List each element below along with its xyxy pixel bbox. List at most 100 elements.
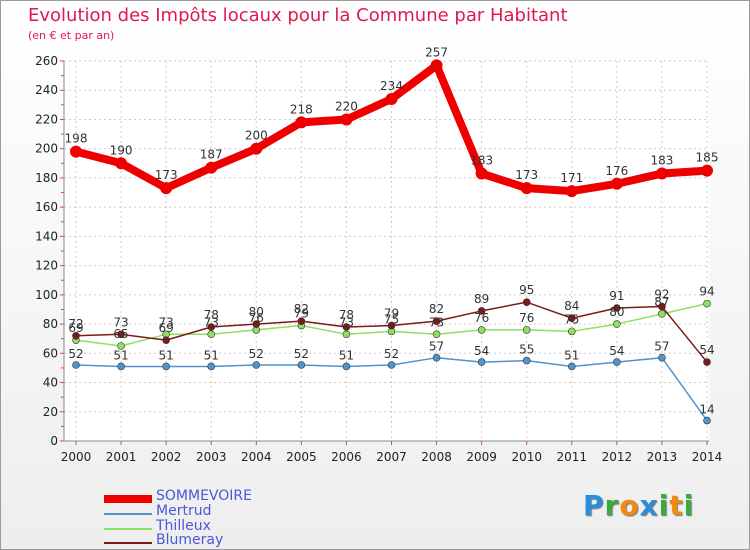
data-point-sommevoire <box>205 161 218 174</box>
data-label-sommevoire: 185 <box>696 151 719 165</box>
data-label-mertrud: 54 <box>474 344 489 358</box>
data-label-blumeray: 72 <box>68 317 83 331</box>
y-tick-label: 40 <box>43 376 58 390</box>
data-label-mertrud: 51 <box>339 348 354 362</box>
y-tick-label: 80 <box>43 317 58 331</box>
chart-subtitle: (en € et par an) <box>28 29 115 42</box>
x-tick-label: 2000 <box>61 450 92 464</box>
legend-label-mertrud: Mertrud <box>156 503 212 519</box>
data-point-thilleux <box>207 330 216 339</box>
y-tick-label: 100 <box>35 288 58 302</box>
data-point-mertrud <box>342 362 351 371</box>
data-label-mertrud: 51 <box>113 348 128 362</box>
data-label-mertrud: 51 <box>159 348 174 362</box>
data-label-thilleux: 73 <box>339 315 354 329</box>
legend-label-thilleux: Thilleux <box>156 518 211 534</box>
data-point-mertrud <box>613 358 621 366</box>
data-point-blumeray <box>342 323 351 331</box>
data-point-blumeray <box>72 331 80 340</box>
x-tick-label: 2006 <box>331 450 362 464</box>
data-label-blumeray: 73 <box>113 315 128 329</box>
data-label-mertrud: 52 <box>249 347 264 361</box>
x-tick-label: 2008 <box>421 450 452 464</box>
data-label-thilleux: 79 <box>294 307 309 321</box>
x-tick-label: 2004 <box>241 450 272 464</box>
data-point-thilleux <box>477 326 486 334</box>
data-label-blumeray: 79 <box>384 307 399 321</box>
data-label-mertrud: 51 <box>204 348 219 362</box>
y-tick-label: 20 <box>43 405 58 419</box>
data-label-thilleux: 73 <box>159 315 174 329</box>
data-label-sommevoire: 198 <box>65 132 88 146</box>
data-point-blumeray <box>117 330 125 339</box>
data-point-thilleux <box>658 310 666 318</box>
x-tick-label: 2003 <box>196 450 227 464</box>
x-tick-label: 2010 <box>511 450 542 464</box>
data-label-thilleux: 65 <box>113 327 128 341</box>
data-point-thilleux <box>567 327 576 336</box>
data-point-sommevoire <box>520 182 533 195</box>
logo-letter: o <box>619 489 640 522</box>
data-label-blumeray: 89 <box>474 292 489 306</box>
data-point-mertrud <box>162 362 170 371</box>
x-tick-label: 2002 <box>151 450 182 464</box>
data-point-mertrud <box>703 416 711 425</box>
data-label-sommevoire: 220 <box>335 99 358 113</box>
data-point-blumeray <box>387 321 396 330</box>
data-label-blumeray: 69 <box>159 321 174 335</box>
data-label-blumeray: 82 <box>294 302 309 316</box>
data-label-sommevoire: 173 <box>155 168 178 182</box>
data-point-blumeray <box>703 358 711 366</box>
data-point-blumeray <box>432 317 441 325</box>
data-label-blumeray: 82 <box>429 302 444 316</box>
data-point-thilleux <box>703 299 711 308</box>
data-point-blumeray <box>567 314 576 323</box>
data-point-blumeray <box>477 307 486 315</box>
data-point-sommevoire <box>701 164 713 177</box>
x-tick-label: 2001 <box>106 450 137 464</box>
legend-swatch-blumeray <box>104 542 152 544</box>
data-label-thilleux: 75 <box>384 312 399 326</box>
data-point-sommevoire <box>340 113 353 126</box>
data-label-thilleux: 69 <box>68 321 83 335</box>
data-point-blumeray <box>613 304 621 312</box>
data-label-blumeray: 78 <box>339 308 354 322</box>
data-point-sommevoire <box>160 182 173 195</box>
logo-letter: i <box>683 489 695 522</box>
legend-swatch-thilleux <box>104 528 152 530</box>
data-point-sommevoire <box>115 157 128 170</box>
logo-letter: x <box>639 489 659 522</box>
data-label-thilleux: 73 <box>204 315 219 329</box>
y-tick-label: 120 <box>35 259 58 273</box>
data-label-sommevoire: 218 <box>290 102 313 116</box>
data-point-mertrud <box>117 362 125 371</box>
x-tick-label: 2012 <box>602 450 633 464</box>
data-point-blumeray <box>162 336 170 344</box>
data-label-mertrud: 57 <box>654 340 669 354</box>
data-point-sommevoire <box>385 93 398 105</box>
data-point-thilleux <box>432 330 441 339</box>
logo-letter: t <box>669 489 684 522</box>
data-label-blumeray: 91 <box>609 289 624 303</box>
data-label-sommevoire: 183 <box>650 154 673 168</box>
data-point-blumeray <box>252 320 261 328</box>
data-label-blumeray: 95 <box>519 283 534 297</box>
data-point-thilleux <box>117 342 125 350</box>
legend-swatch-sommevoire <box>104 495 152 503</box>
y-tick-label: 260 <box>35 54 58 68</box>
legend-swatch-mertrud <box>104 513 152 515</box>
data-label-thilleux: 76 <box>249 311 264 325</box>
data-label-sommevoire: 183 <box>470 154 493 168</box>
data-label-sommevoire: 190 <box>110 143 133 157</box>
data-label-sommevoire: 200 <box>245 129 268 143</box>
x-tick-label: 2007 <box>376 450 407 464</box>
data-point-mertrud <box>297 361 306 369</box>
y-tick-label: 200 <box>35 142 58 156</box>
data-label-thilleux: 87 <box>654 295 669 309</box>
data-label-mertrud: 52 <box>68 347 83 361</box>
data-point-thilleux <box>342 330 351 339</box>
data-label-mertrud: 52 <box>294 347 309 361</box>
data-label-thilleux: 73 <box>429 315 444 329</box>
data-label-mertrud: 51 <box>564 348 579 362</box>
